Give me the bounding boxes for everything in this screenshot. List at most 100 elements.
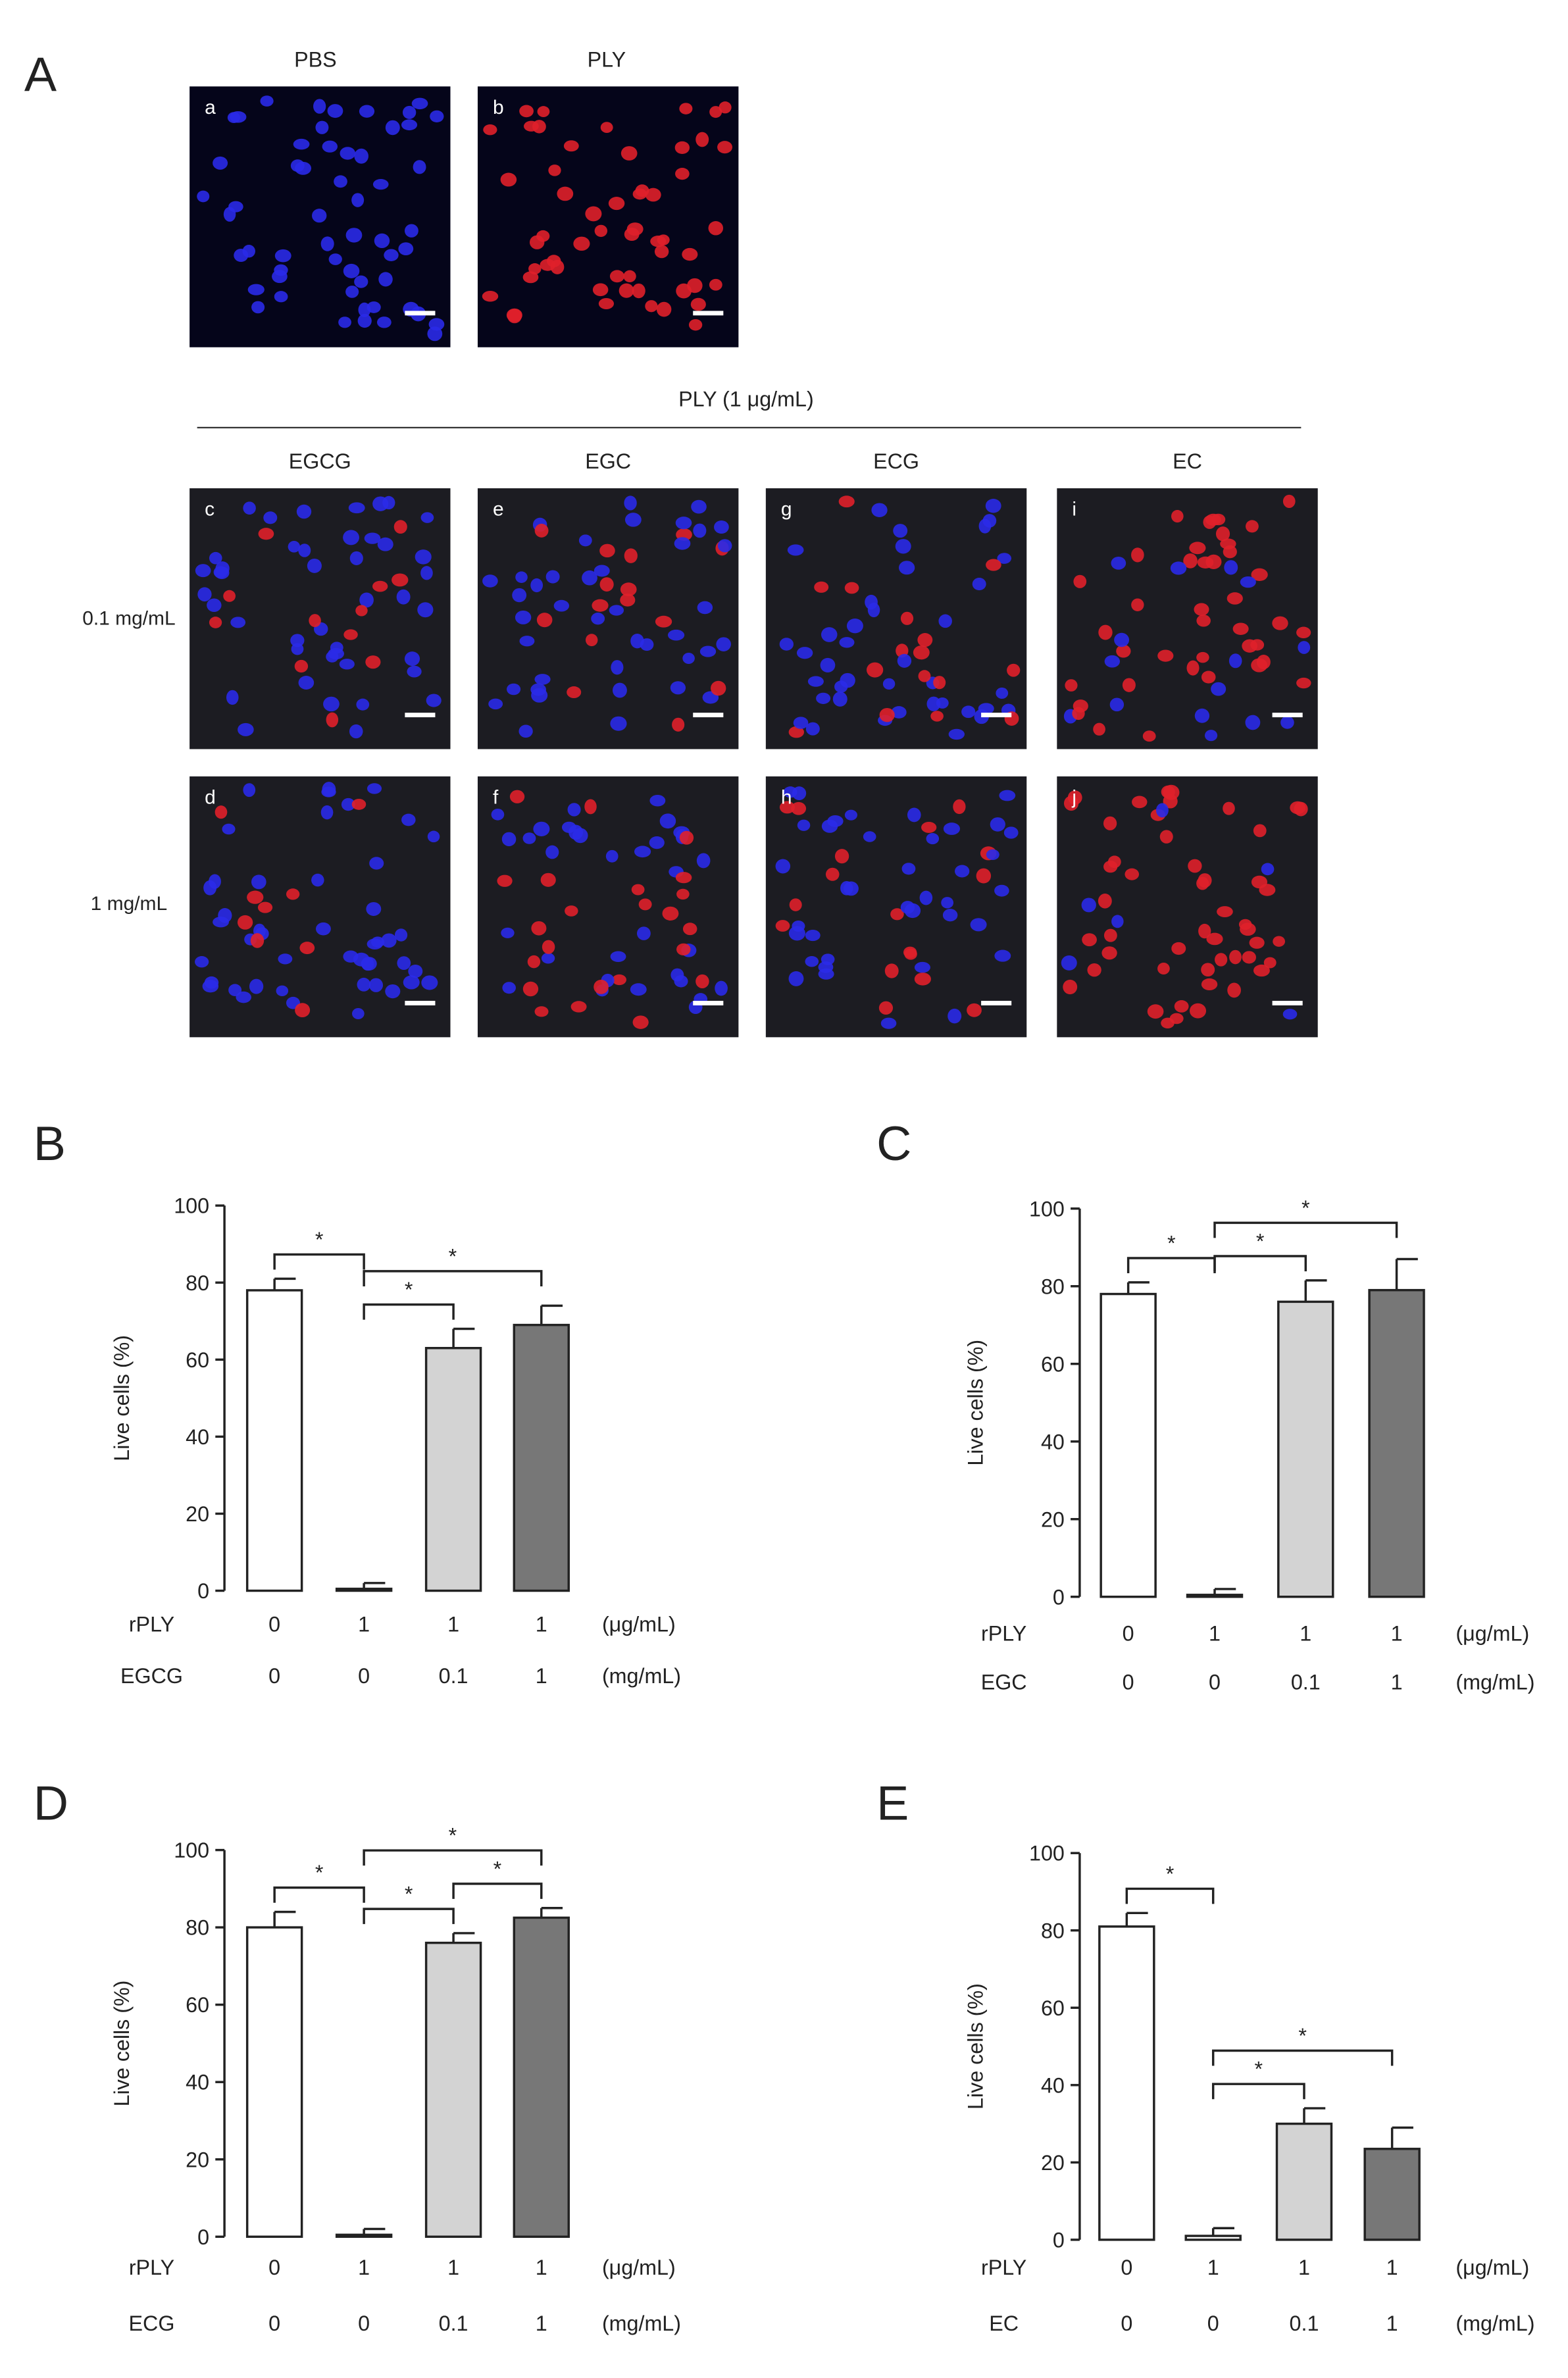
cell	[792, 921, 805, 932]
cell	[1183, 553, 1198, 569]
cell	[247, 284, 265, 295]
cell	[1282, 494, 1296, 508]
micrograph	[1057, 776, 1318, 1038]
cell	[294, 659, 309, 673]
cell	[814, 581, 829, 593]
y-tick-label: 0	[197, 2225, 209, 2249]
cell	[1157, 649, 1174, 662]
y-axis-label: Live cells (%)	[110, 1335, 134, 1461]
y-tick-label: 40	[1041, 2073, 1065, 2097]
cell	[334, 175, 347, 188]
cell	[834, 849, 849, 864]
row-label: rPLY	[981, 2256, 1026, 2279]
cell	[250, 933, 265, 948]
cell	[540, 259, 556, 271]
cell	[326, 712, 339, 728]
cell	[1189, 542, 1206, 555]
cell	[320, 236, 334, 251]
cell	[298, 676, 315, 690]
y-tick-label: 40	[186, 2071, 209, 2094]
cell	[609, 270, 624, 283]
cell	[1132, 796, 1148, 809]
cell	[351, 193, 365, 207]
cell	[258, 528, 274, 540]
scale-bar	[1272, 1001, 1303, 1005]
cell	[237, 915, 253, 930]
cell	[276, 985, 289, 997]
cell	[941, 897, 954, 909]
bar	[245, 1926, 303, 2239]
cell	[218, 907, 232, 923]
y-tick-label: 100	[174, 1838, 209, 1862]
cell	[274, 291, 288, 303]
cell	[871, 503, 888, 517]
row-value: 1	[358, 1613, 370, 1636]
cell	[788, 971, 804, 986]
cell	[907, 807, 921, 822]
cell	[213, 566, 228, 578]
cell	[519, 636, 535, 647]
cell	[650, 236, 667, 247]
bar	[1368, 1288, 1425, 1598]
cell	[717, 539, 732, 553]
cell	[394, 928, 408, 942]
panel-label: B	[34, 1116, 66, 1171]
cell	[645, 188, 661, 202]
cell	[792, 786, 807, 801]
cell	[209, 617, 222, 628]
y-tick-label: 0	[1053, 1585, 1065, 1609]
cell	[1201, 670, 1216, 684]
cell	[197, 190, 210, 203]
cell	[662, 906, 679, 921]
cell	[818, 968, 834, 980]
cell	[215, 805, 228, 819]
cell	[401, 813, 416, 826]
cell	[582, 570, 597, 586]
cell	[1087, 963, 1101, 977]
cell	[404, 224, 418, 238]
cell	[367, 783, 382, 794]
cell	[385, 120, 400, 136]
cell	[482, 291, 499, 302]
cell	[1261, 863, 1275, 876]
cell	[328, 647, 344, 660]
cell	[898, 561, 915, 575]
cell	[1142, 730, 1156, 742]
row-value: 1	[1298, 2256, 1310, 2279]
cell	[820, 657, 836, 672]
cell	[354, 275, 368, 288]
cell	[501, 927, 515, 938]
cell	[351, 798, 367, 810]
cell	[230, 617, 246, 628]
cell	[357, 977, 371, 992]
cell	[369, 857, 384, 870]
row-value: 0	[1123, 1670, 1134, 1694]
cell	[532, 120, 546, 134]
cell	[519, 105, 534, 118]
cell	[1256, 655, 1271, 670]
cell	[1103, 928, 1117, 942]
cell	[357, 314, 372, 328]
cell	[672, 717, 685, 732]
cell	[697, 601, 713, 615]
cell	[599, 577, 614, 592]
cell	[274, 264, 288, 276]
cell	[288, 541, 301, 553]
cell	[1159, 830, 1173, 844]
cell	[1249, 936, 1265, 949]
row-value: 0	[1123, 1622, 1134, 1646]
cell	[311, 873, 324, 887]
cell	[1155, 803, 1169, 818]
cell	[345, 286, 359, 298]
significance-bracket	[1213, 1255, 1307, 1272]
row-value: 1	[1391, 1670, 1403, 1694]
cell	[1189, 1003, 1207, 1019]
cell	[1246, 520, 1259, 533]
bar	[245, 1289, 303, 1592]
cell	[645, 300, 658, 313]
cell	[338, 316, 351, 328]
cell	[624, 513, 642, 527]
cell	[779, 801, 796, 814]
image-label: i	[1072, 499, 1076, 520]
